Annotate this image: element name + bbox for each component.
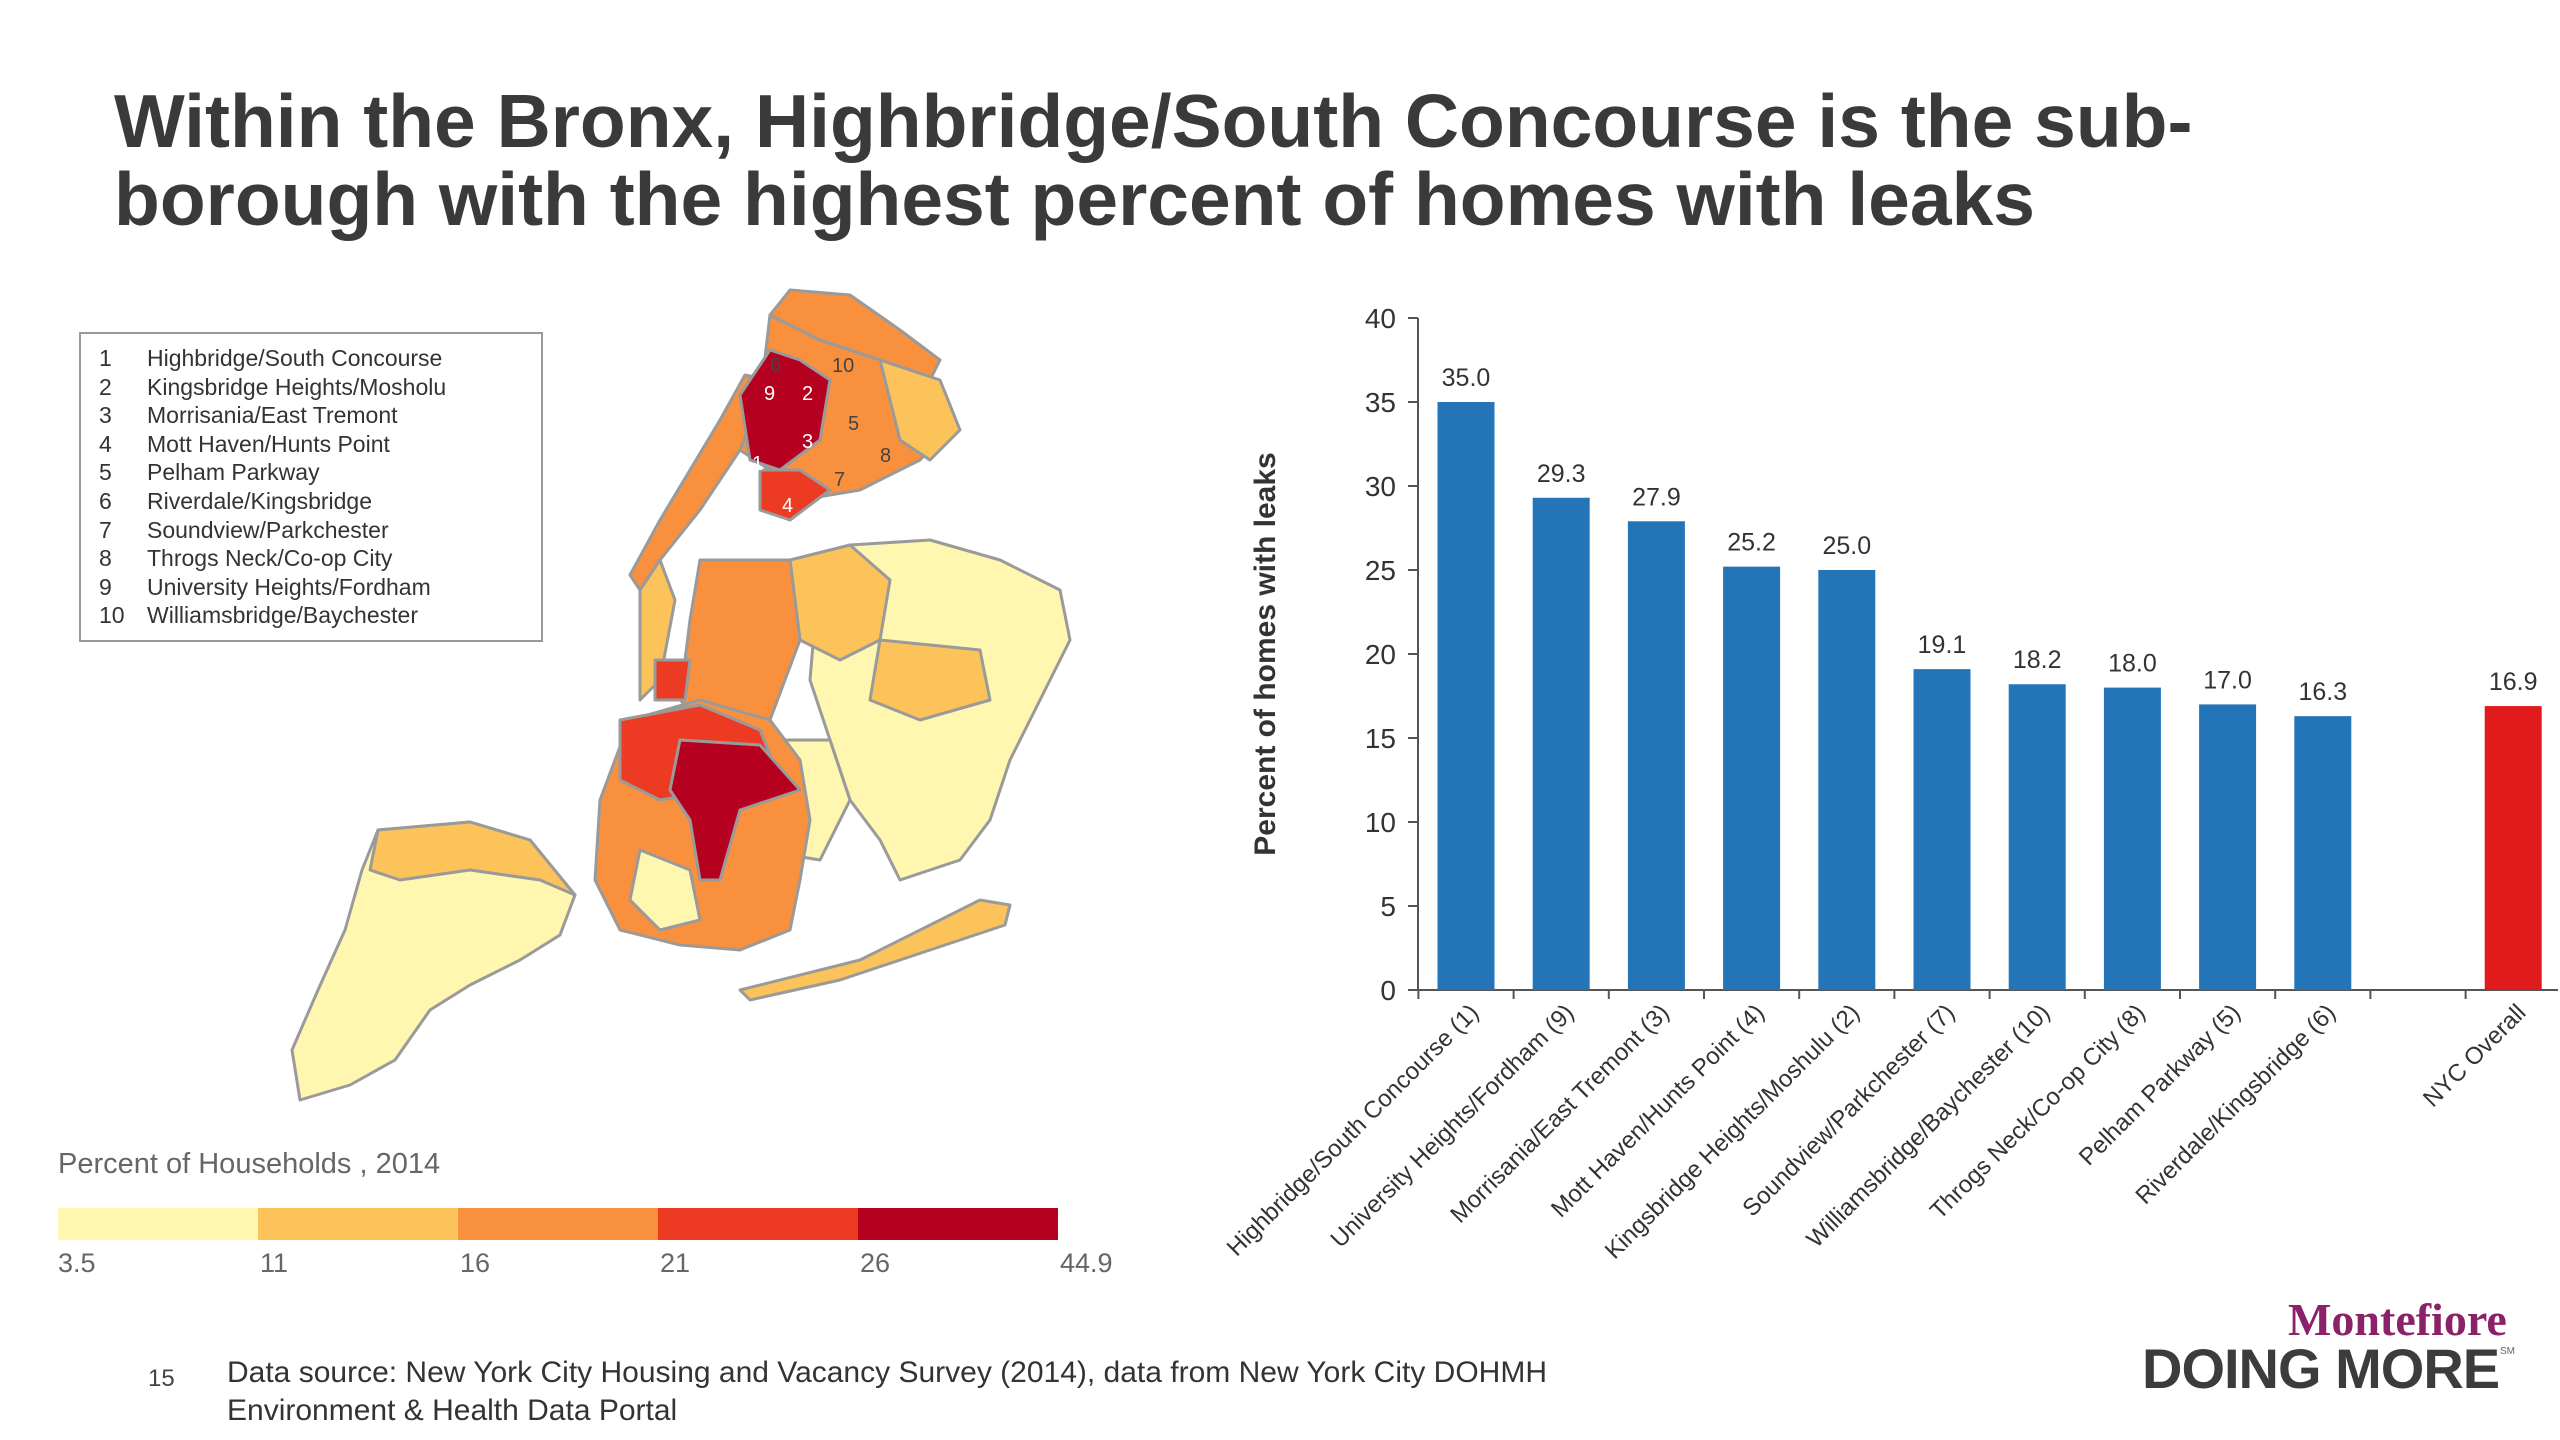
x-category-label: Pelham Parkway (5) xyxy=(2074,999,2246,1171)
nyc-choropleth-map: 6 10 2 9 3 5 1 8 7 4 xyxy=(290,288,1072,1102)
bar-value-label: 25.2 xyxy=(1727,529,1776,557)
color-scale-segment xyxy=(258,1208,458,1240)
map-manhattan-red xyxy=(653,658,692,702)
x-category-label: NYC Overall xyxy=(2418,999,2531,1112)
map-bronx-red-4 xyxy=(758,468,832,522)
map-rockaway xyxy=(738,898,1012,1002)
bar-value-label: 18.2 xyxy=(2013,646,2062,674)
color-scale-tick: 21 xyxy=(660,1248,691,1278)
color-scale-segment xyxy=(458,1208,658,1240)
bar-value-label: 18.0 xyxy=(2108,650,2157,678)
map-queens-yellow-2 xyxy=(868,638,992,722)
bar-value-label: 16.9 xyxy=(2489,668,2538,696)
bar xyxy=(2103,687,2161,990)
legend-item: 6 Riverdale/Kingsbridge xyxy=(99,487,373,514)
color-scale-title: Percent of Households , 2014 xyxy=(58,1148,441,1180)
map-district-legend: 1 Highbridge/South Concourse 2 Kingsbridge… xyxy=(79,332,543,642)
service-mark: SM xyxy=(2500,1346,2515,1357)
y-tick-label: 15 xyxy=(1365,723,1396,754)
legend-item: 5 Pelham Parkway xyxy=(99,459,320,486)
district-label-6: 6 xyxy=(770,355,781,377)
legend-item: 7 Soundview/Parkchester xyxy=(99,516,389,543)
map-manhattan-south xyxy=(638,558,677,702)
map-bronx-north xyxy=(768,288,942,382)
district-label-3: 3 xyxy=(802,431,813,453)
color-scale-bar xyxy=(58,1208,1058,1240)
legend-item: 3 Morrisania/East Tremont xyxy=(99,402,398,429)
district-label-4: 4 xyxy=(782,495,793,517)
y-tick-label: 20 xyxy=(1365,639,1396,670)
bar-value-label: 19.1 xyxy=(1918,631,1967,659)
bar xyxy=(2294,716,2352,990)
legend-item: 1 Highbridge/South Concourse xyxy=(99,345,443,371)
y-tick-label: 10 xyxy=(1365,807,1396,838)
district-label-5: 5 xyxy=(848,413,859,435)
legend-item: 2 Kingsbridge Heights/Mosholu xyxy=(99,373,447,400)
map-staten-island-north xyxy=(368,820,577,897)
bar xyxy=(1532,497,1590,990)
doing-more-logo-text: DOING MORE xyxy=(2142,1337,2500,1400)
bar xyxy=(2199,704,2257,990)
color-scale-tick: 16 xyxy=(460,1248,491,1278)
bar-value-label: 25.0 xyxy=(1822,532,1871,560)
x-category-label: Riverdale/Kingsbridge (6) xyxy=(2130,999,2341,1210)
bar xyxy=(1437,402,1495,990)
bar xyxy=(2008,684,2066,990)
page-number: 15 xyxy=(148,1365,175,1392)
bar xyxy=(1723,566,1781,990)
color-scale-segment xyxy=(858,1208,1058,1240)
y-tick-label: 5 xyxy=(1380,891,1396,922)
district-label-2: 2 xyxy=(802,383,813,405)
bar-value-label: 35.0 xyxy=(1442,364,1491,392)
map-brooklyn-south xyxy=(628,848,702,932)
y-axis-label: Percent of homes with leaks xyxy=(1249,452,1282,855)
legend-item: 10 Williamsbridge/Baychester xyxy=(99,602,418,629)
color-scale-segment xyxy=(58,1208,258,1240)
district-label-8: 8 xyxy=(880,445,891,467)
data-source-note: Data source: New York City Housing and V… xyxy=(227,1354,1727,1430)
bar xyxy=(1627,521,1685,990)
y-tick-label: 25 xyxy=(1365,555,1396,586)
y-tick-label: 35 xyxy=(1365,387,1396,418)
district-label-1: 1 xyxy=(752,453,763,475)
color-scale-tick: 3.5 xyxy=(58,1248,96,1278)
map-bronx-darkred xyxy=(738,348,832,472)
bar xyxy=(1818,570,1876,990)
legend-item: 9 University Heights/Fordham xyxy=(99,573,431,600)
bar-value-label: 16.3 xyxy=(2298,678,2347,706)
legend-item: 4 Mott Haven/Hunts Point xyxy=(99,430,390,457)
title-line-1: Within the Bronx, Highbridge/South Conco… xyxy=(114,79,2193,163)
y-tick-label: 40 xyxy=(1365,303,1396,334)
bar-value-label: 27.9 xyxy=(1632,483,1681,511)
district-label-10: 10 xyxy=(832,355,854,377)
y-tick-label: 0 xyxy=(1380,975,1396,1006)
bar xyxy=(2484,706,2542,990)
color-scale-segment xyxy=(658,1208,858,1240)
data-source-line-2: Environment & Health Data Portal xyxy=(227,1394,678,1427)
district-label-7: 7 xyxy=(834,469,845,491)
y-tick-label: 30 xyxy=(1365,471,1396,502)
montefiore-logo-text: Montefiore xyxy=(2288,1294,2507,1345)
color-scale-tick: 44.9 xyxy=(1060,1248,1113,1278)
bar xyxy=(1913,669,1971,990)
bar-value-label: 29.3 xyxy=(1537,460,1586,488)
color-scale-tick: 11 xyxy=(260,1248,289,1278)
color-scale-tick: 26 xyxy=(860,1248,891,1278)
district-label-9: 9 xyxy=(764,383,775,405)
map-bronx-east xyxy=(878,358,962,462)
page-title: Within the Bronx, Highbridge/South Conco… xyxy=(114,82,2414,238)
bar-value-label: 17.0 xyxy=(2203,666,2252,694)
data-source-line-1: Data source: New York City Housing and V… xyxy=(227,1356,1547,1389)
map-brooklyn-darkred xyxy=(668,738,802,882)
title-line-2: borough with the highest percent of home… xyxy=(114,157,2035,241)
legend-item: 8 Throgs Neck/Co-op City xyxy=(99,545,393,572)
